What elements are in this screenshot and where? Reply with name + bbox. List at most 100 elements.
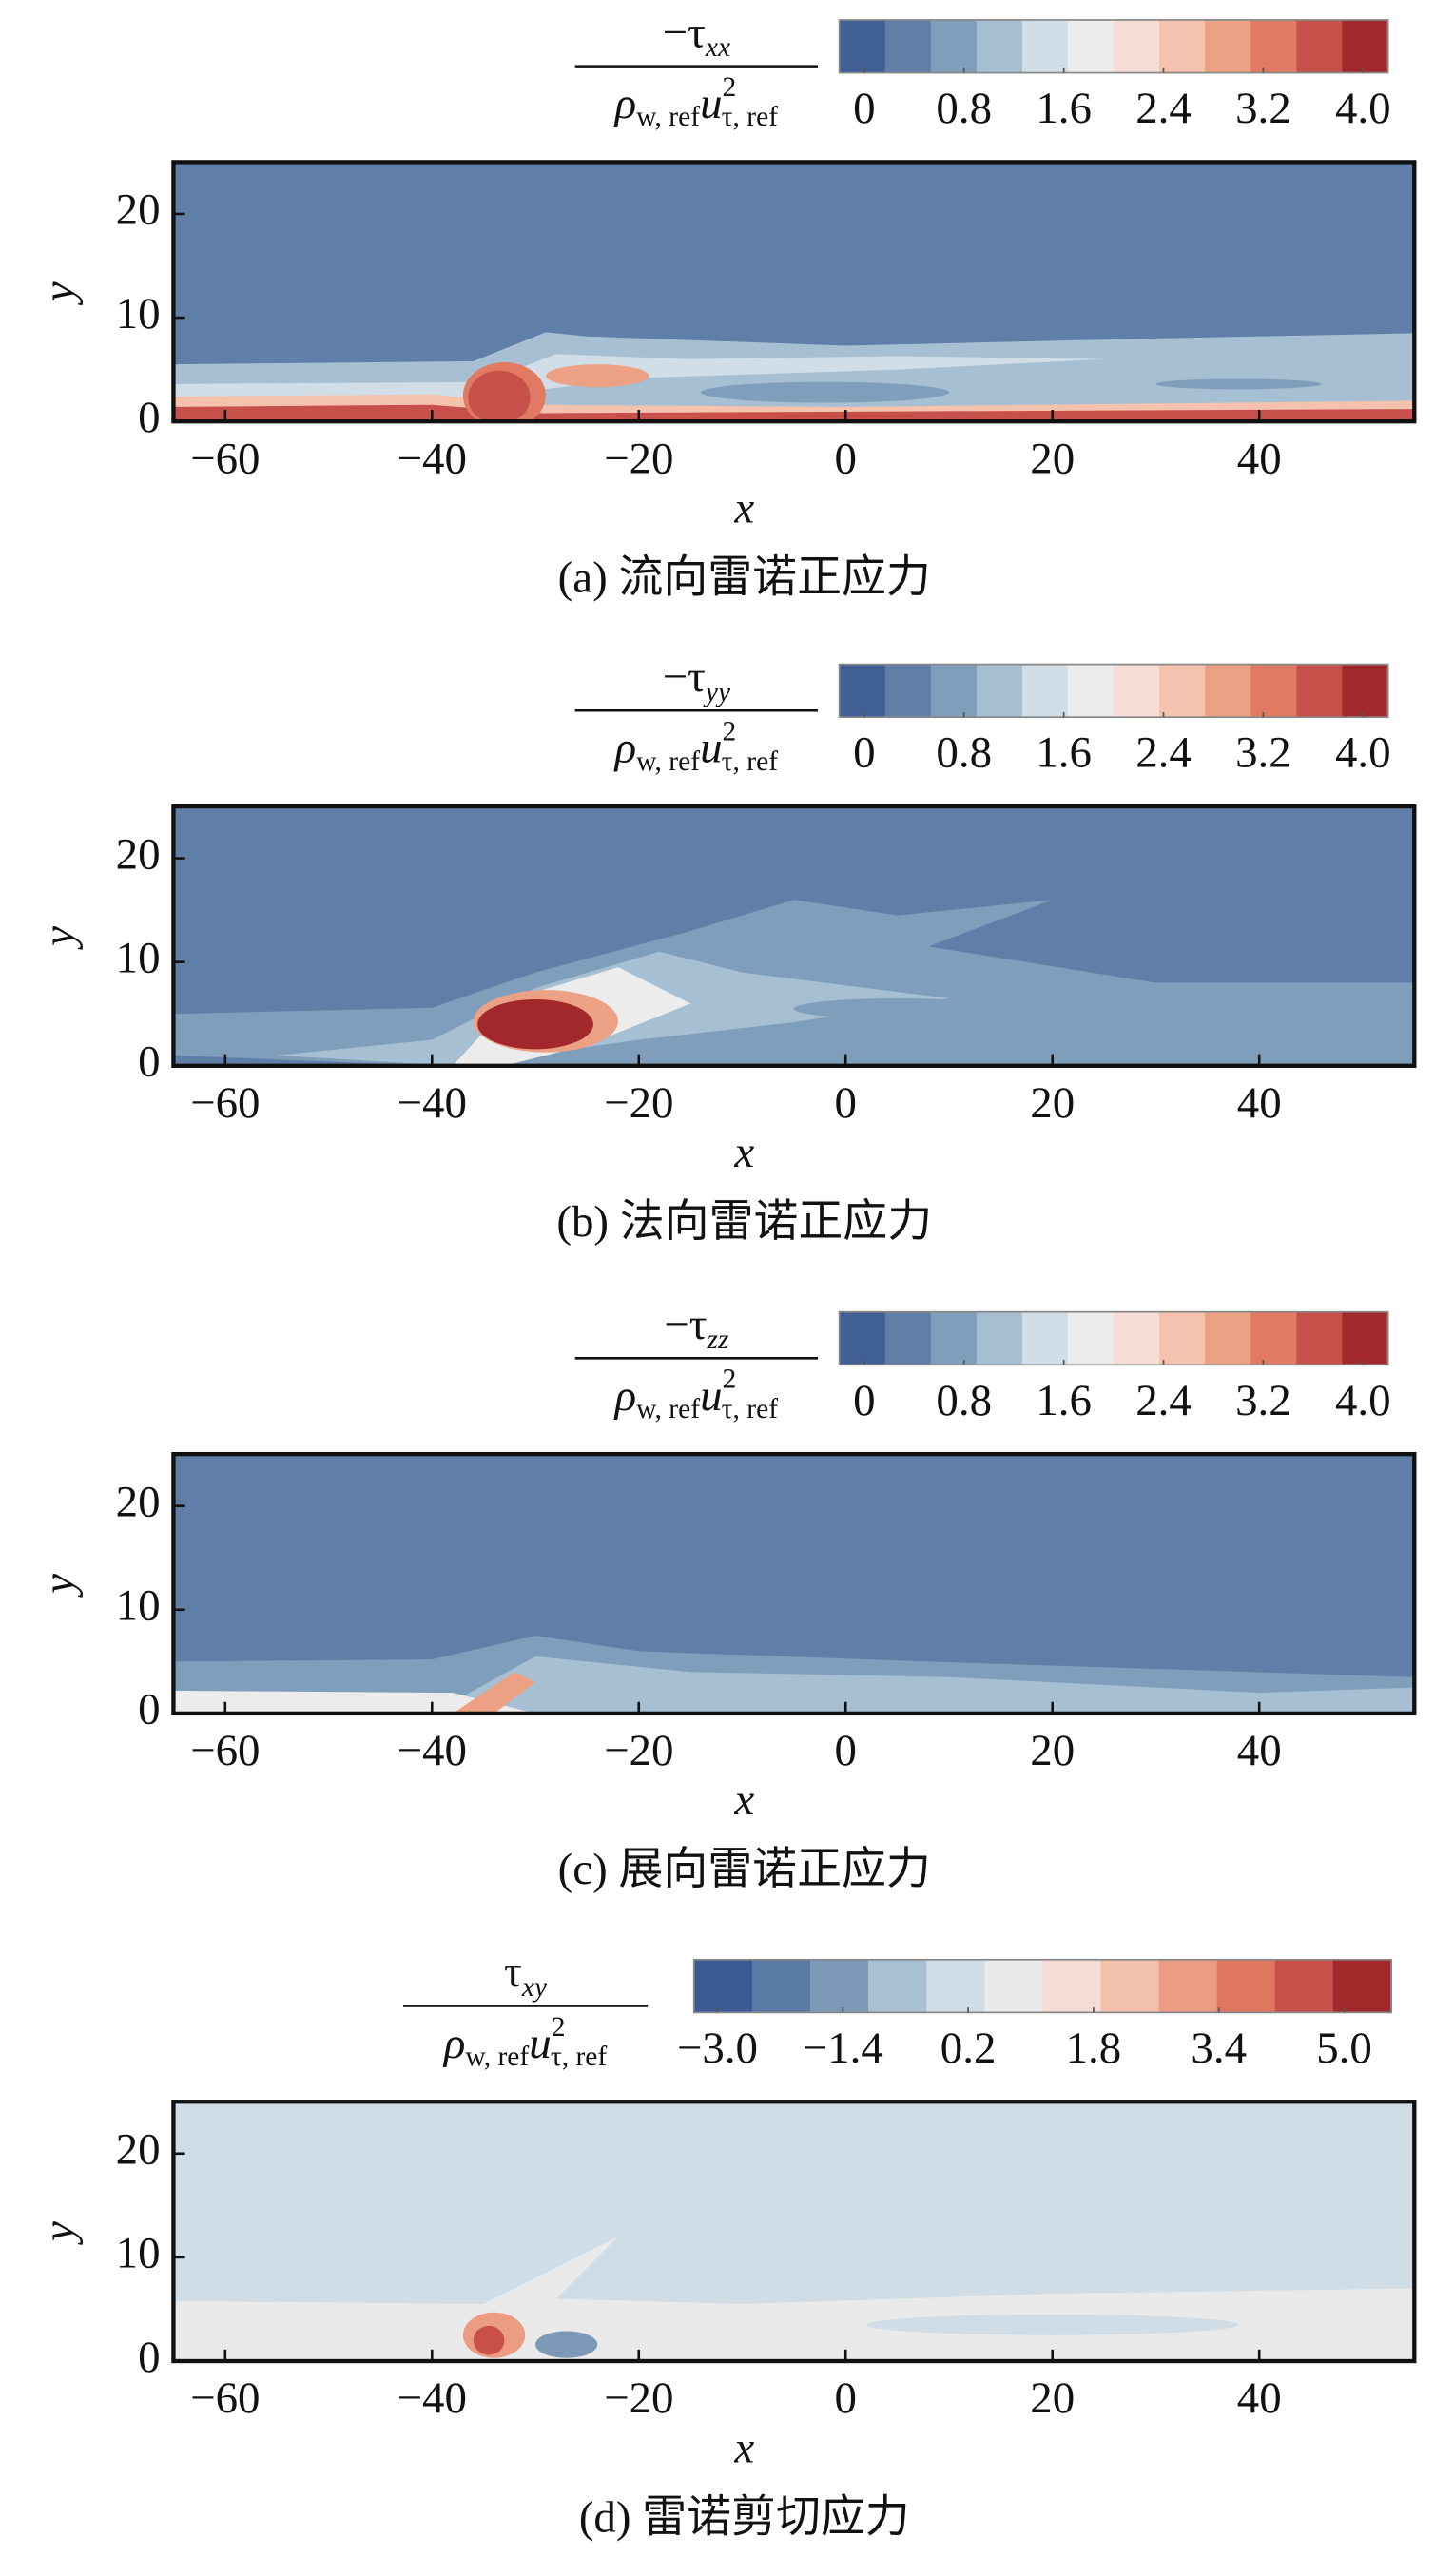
contour-region <box>545 364 649 388</box>
denominator-u-superscript: 2 <box>552 2012 566 2043</box>
denominator-rho: ρ <box>442 2019 466 2068</box>
colorbar-swatch <box>930 1311 978 1365</box>
y-axis-label: y <box>34 1574 84 1598</box>
colorbar-tick-label: 0.2 <box>940 2024 997 2073</box>
colorbar-tick-label: 2.4 <box>1135 84 1192 133</box>
colorbar-swatch <box>693 1959 753 2013</box>
contour-region <box>1155 378 1322 390</box>
y-tick-label: 10 <box>116 1581 161 1631</box>
caption: (a) 流向雷诺正应力 <box>558 552 931 602</box>
plot-frame <box>171 1451 1417 1716</box>
denominator-u-superscript: 2 <box>723 72 737 103</box>
contour-region <box>865 2314 1239 2335</box>
contour-region <box>473 2325 505 2355</box>
colorbar-tick-label: 0.8 <box>936 84 992 133</box>
x-tick-label: −40 <box>397 434 467 483</box>
x-tick-label: 0 <box>835 1726 857 1775</box>
colorbar-swatch <box>930 19 978 73</box>
y-tick-label: 10 <box>116 2229 161 2278</box>
denominator-rho-subscript: w, ref <box>636 102 700 132</box>
colorbar-swatch <box>1205 664 1252 718</box>
x-tick-label: 20 <box>1030 1726 1075 1775</box>
colorbar-tick-label: 3.4 <box>1191 2024 1247 2073</box>
plot-frame <box>171 160 1417 424</box>
colorbar-swatch <box>884 664 932 718</box>
colorbar-swatch <box>1274 1959 1334 2013</box>
colorbar-tick-label: 3.2 <box>1235 84 1291 133</box>
x-tick-label: −20 <box>604 434 673 483</box>
contour-region <box>535 2331 598 2358</box>
x-tick-label: −20 <box>604 1078 673 1128</box>
contour-region <box>477 998 593 1050</box>
numerator-symbol: −τ <box>664 1300 707 1349</box>
contour-region <box>701 381 949 403</box>
colorbar-frame <box>838 663 1389 719</box>
contour-region <box>173 1690 536 1714</box>
panel: −60 −40 −20 0 20 40 0 10 20 x y (c) 展向雷诺正应力 0 0.8 1.6 2… <box>34 1300 1417 1894</box>
colorbar-denominator: ρw, refu2 τ, ref <box>442 2012 608 2072</box>
colorbar-swatch <box>1021 664 1069 718</box>
colorbar-numerator: −τxx <box>663 8 731 63</box>
colorbar-swatch <box>1159 664 1207 718</box>
colorbar-frame <box>692 1958 1392 2014</box>
colorbar-tick-label: 0 <box>853 728 875 778</box>
colorbar-frame <box>838 19 1389 74</box>
denominator-u-superscript: 2 <box>723 1364 737 1394</box>
colorbar-denominator: ρw, refu2 τ, ref <box>613 72 779 132</box>
colorbar-swatch <box>1296 1311 1344 1365</box>
denominator-u-superscript: 2 <box>723 716 737 746</box>
y-axis-label: y <box>34 926 84 950</box>
contour-field <box>173 806 1415 1066</box>
colorbar-swatch <box>1250 19 1298 73</box>
numerator-subscript: xx <box>705 32 730 63</box>
colorbar-swatch <box>926 1959 986 2013</box>
numerator-symbol: τ <box>504 1947 522 1997</box>
colorbar-tick-label: −3.0 <box>677 2024 758 2073</box>
x-axis-label: x <box>733 1775 754 1825</box>
x-tick-label: −20 <box>604 1726 673 1775</box>
y-tick-label: 10 <box>116 289 161 339</box>
colorbar-swatch <box>751 1959 811 2013</box>
denominator-rho-subscript: w, ref <box>636 746 700 777</box>
colorbar-swatch <box>1296 664 1344 718</box>
colorbar-denominator: ρw, refu2 τ, ref <box>613 716 779 776</box>
colorbar-swatch <box>1042 1959 1102 2013</box>
x-axis-label: x <box>733 1128 754 1177</box>
contour-field <box>173 2101 1415 2362</box>
contour-region <box>453 1672 536 1714</box>
colorbar-swatch <box>1342 664 1389 718</box>
denominator-rho: ρ <box>613 723 637 772</box>
colorbar-swatch <box>1114 19 1161 73</box>
colorbar-swatch <box>1100 1959 1160 2013</box>
colorbar-swatch <box>1205 1311 1252 1365</box>
contour-region <box>468 370 531 422</box>
colorbar-tick-label: 1.6 <box>1036 84 1092 133</box>
colorbar-swatch <box>1296 19 1344 73</box>
x-tick-label: 0 <box>835 434 857 483</box>
denominator-u: u <box>529 2019 551 2068</box>
x-tick-label: −20 <box>604 2373 673 2423</box>
colorbar-swatch <box>809 1959 869 2013</box>
colorbar-tick-label: 4.0 <box>1335 728 1391 778</box>
colorbar-swatch <box>839 664 886 718</box>
colorbar-tick-label: 5.0 <box>1316 2024 1372 2073</box>
colorbar-swatch <box>884 19 932 73</box>
denominator-u-subscript: τ, ref <box>722 746 779 777</box>
denominator-u-subscript: τ, ref <box>722 102 779 132</box>
colorbar-tick-label: −1.4 <box>803 2024 883 2073</box>
x-tick-label: −60 <box>190 1078 260 1128</box>
colorbar-swatch <box>1342 19 1389 73</box>
colorbar-swatch <box>1021 1311 1069 1365</box>
contour-field <box>173 162 1415 422</box>
numerator-subscript: zz <box>707 1325 729 1355</box>
colorbar-frame <box>838 1310 1389 1366</box>
colorbar-swatch <box>1250 664 1298 718</box>
colorbar-swatch <box>839 1311 886 1365</box>
x-tick-label: −60 <box>190 2373 260 2423</box>
x-tick-label: 20 <box>1030 434 1075 483</box>
colorbar-swatch <box>1216 1959 1276 2013</box>
colorbar-swatch <box>1159 19 1207 73</box>
colorbar-numerator: −τzz <box>664 1300 729 1355</box>
